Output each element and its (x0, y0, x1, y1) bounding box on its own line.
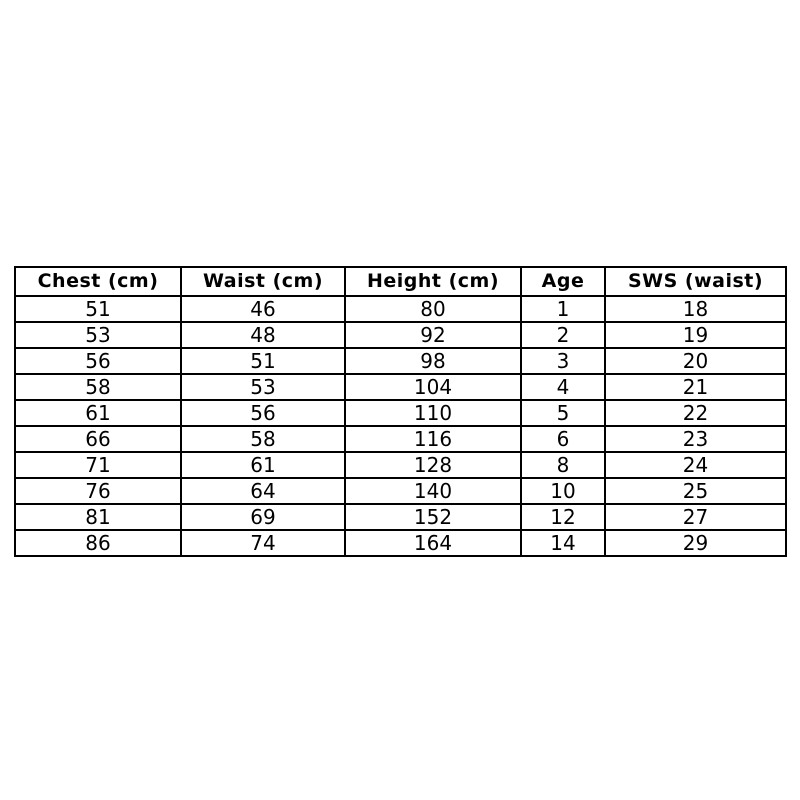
table-row: 51 46 80 1 18 (14, 295, 787, 323)
table-cell: 56 (180, 399, 346, 427)
table-header: Chest (cm) Waist (cm) Height (cm) Age SWS (w… (14, 266, 787, 297)
table-cell: 116 (344, 425, 522, 453)
table-cell: 22 (604, 399, 787, 427)
table-cell: 51 (180, 347, 346, 375)
table-row: 58 53 104 4 21 (14, 373, 787, 401)
table-cell: 164 (344, 529, 522, 557)
table-cell: 64 (180, 477, 346, 505)
table-cell: 27 (604, 503, 787, 531)
table-cell: 74 (180, 529, 346, 557)
table-row: 53 48 92 2 19 (14, 321, 787, 349)
table-row: 76 64 140 10 25 (14, 477, 787, 505)
table-cell: 18 (604, 295, 787, 323)
table-cell: 51 (14, 295, 182, 323)
column-header-age: Age (520, 266, 606, 297)
table-header-row: Chest (cm) Waist (cm) Height (cm) Age SWS (w… (14, 266, 787, 297)
table-cell: 23 (604, 425, 787, 453)
table-row: 81 69 152 12 27 (14, 503, 787, 531)
table-cell: 3 (520, 347, 606, 375)
table-cell: 24 (604, 451, 787, 479)
table-cell: 21 (604, 373, 787, 401)
table-cell: 69 (180, 503, 346, 531)
table-cell: 152 (344, 503, 522, 531)
table-cell: 56 (14, 347, 182, 375)
table-cell: 110 (344, 399, 522, 427)
table-cell: 61 (180, 451, 346, 479)
table-cell: 53 (180, 373, 346, 401)
size-chart-container: Chest (cm) Waist (cm) Height (cm) Age SWS (w… (14, 266, 787, 557)
table-row: 86 74 164 14 29 (14, 529, 787, 557)
table-cell: 104 (344, 373, 522, 401)
table-cell: 92 (344, 321, 522, 349)
table-cell: 19 (604, 321, 787, 349)
table-cell: 6 (520, 425, 606, 453)
table-cell: 80 (344, 295, 522, 323)
table-cell: 14 (520, 529, 606, 557)
table-cell: 46 (180, 295, 346, 323)
column-header-sws-waist: SWS (waist) (604, 266, 787, 297)
table-cell: 48 (180, 321, 346, 349)
table-cell: 86 (14, 529, 182, 557)
table-cell: 1 (520, 295, 606, 323)
table-cell: 2 (520, 321, 606, 349)
table-cell: 66 (14, 425, 182, 453)
table-cell: 128 (344, 451, 522, 479)
column-header-chest-cm: Chest (cm) (14, 266, 182, 297)
table-cell: 12 (520, 503, 606, 531)
table-cell: 58 (180, 425, 346, 453)
table-cell: 8 (520, 451, 606, 479)
table-cell: 4 (520, 373, 606, 401)
table-row: 71 61 128 8 24 (14, 451, 787, 479)
table-cell: 10 (520, 477, 606, 505)
table-cell: 71 (14, 451, 182, 479)
table-cell: 76 (14, 477, 182, 505)
column-header-height-cm: Height (cm) (344, 266, 522, 297)
table-cell: 61 (14, 399, 182, 427)
table-row: 61 56 110 5 22 (14, 399, 787, 427)
table-cell: 29 (604, 529, 787, 557)
size-chart-table: Chest (cm) Waist (cm) Height (cm) Age SWS (w… (14, 266, 787, 557)
table-cell: 58 (14, 373, 182, 401)
table-cell: 20 (604, 347, 787, 375)
table-cell: 98 (344, 347, 522, 375)
table-row: 56 51 98 3 20 (14, 347, 787, 375)
table-cell: 53 (14, 321, 182, 349)
table-body: 51 46 80 1 18 53 48 92 2 19 56 51 98 3 20 58 53 104 4 21 61 5… (14, 295, 787, 557)
table-cell: 5 (520, 399, 606, 427)
table-row: 66 58 116 6 23 (14, 425, 787, 453)
column-header-waist-cm: Waist (cm) (180, 266, 346, 297)
table-cell: 140 (344, 477, 522, 505)
table-cell: 25 (604, 477, 787, 505)
table-cell: 81 (14, 503, 182, 531)
